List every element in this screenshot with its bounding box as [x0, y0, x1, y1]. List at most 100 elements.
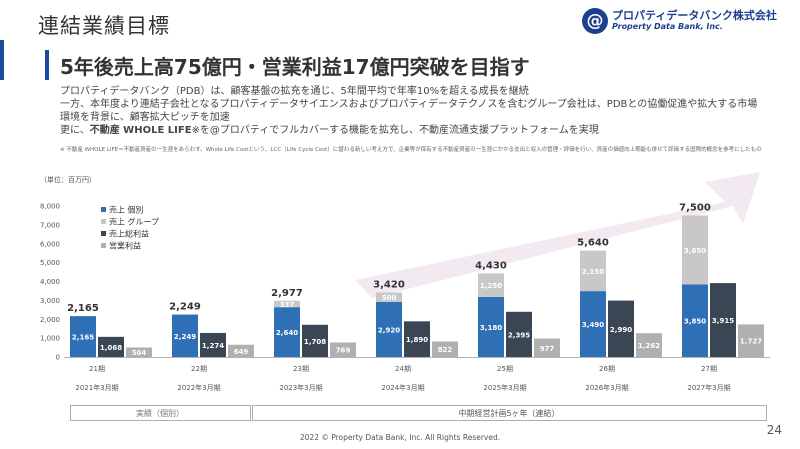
x-category-label: 24期 — [395, 365, 411, 373]
legend-swatch — [101, 231, 106, 236]
headline: 5年後売上高75億円・営業利益17億円突破を目指す — [60, 55, 530, 79]
legend-label: 売上総利益 — [109, 229, 149, 239]
label-revenue-individual: 3,490 — [582, 321, 604, 329]
growth-arrow-icon — [355, 172, 760, 298]
x-category-label: 26期 — [599, 365, 615, 373]
legend-label: 営業利益 — [109, 241, 141, 251]
label-revenue-group: 2,150 — [582, 268, 604, 276]
bar-operating-profit — [228, 344, 254, 357]
period-box-actual — [70, 405, 251, 421]
page-title: 連結業績目標 — [38, 14, 170, 38]
label-total-revenue: 2,249 — [169, 302, 201, 313]
bar-revenue-group — [682, 215, 708, 285]
legend-swatch — [101, 243, 106, 248]
x-subcategory-label: 2026年3月期 — [585, 383, 628, 392]
label-revenue-group: 500 — [382, 294, 397, 302]
bar-operating-profit — [126, 347, 152, 357]
x-subcategory-label: 2027年3月期 — [687, 383, 730, 392]
at-logo-icon: @ — [582, 8, 608, 34]
label-total-revenue: 2,165 — [67, 303, 99, 314]
label-operating-profit: 977 — [540, 345, 555, 353]
logo-name-ja: プロパティデータバンク株式会社 — [612, 9, 777, 22]
x-category-label: 23期 — [293, 365, 309, 373]
bar-revenue-individual — [70, 316, 96, 357]
bar-revenue-group — [274, 300, 300, 308]
bar-revenue-individual — [478, 296, 504, 357]
y-tick-label: 1,000 — [40, 335, 60, 343]
bar-revenue-individual — [682, 284, 708, 357]
bar-operating-profit — [432, 341, 458, 357]
label-operating-profit: 1,727 — [740, 338, 762, 346]
x-subcategory-label: 2025年3月期 — [483, 383, 526, 392]
label-total-revenue: 5,640 — [577, 238, 609, 249]
period-label-plan: 中期経営計画5ヶ年（連結） — [458, 408, 559, 418]
x-subcategory-label: 2024年3月期 — [381, 383, 424, 392]
bar-revenue-individual — [580, 291, 606, 357]
legend-swatch — [101, 219, 106, 224]
logo-name-en: Property Data Bank, Inc. — [612, 22, 723, 31]
label-revenue-group: 337 — [280, 301, 295, 309]
legend-swatch — [101, 207, 106, 212]
page-number: 24 — [766, 423, 782, 437]
y-tick-label: 2,000 — [40, 316, 60, 324]
bar-revenue-individual — [274, 307, 300, 357]
label-gross-profit: 3,915 — [712, 317, 734, 325]
label-total-revenue: 3,420 — [373, 279, 405, 290]
y-tick-label: 7,000 — [40, 221, 60, 229]
bar-operating-profit — [738, 324, 764, 357]
x-category-label: 27期 — [701, 365, 717, 373]
bar-gross-profit — [98, 336, 124, 357]
bar-gross-profit — [404, 321, 430, 357]
label-revenue-group: 3,650 — [684, 247, 706, 255]
label-revenue-individual: 2,920 — [378, 326, 400, 334]
bar-revenue-group — [478, 273, 504, 297]
desc-line-2: 一方、本年度より連結子会社となるプロパティデータサイエンスおよびプロパティデータ… — [60, 99, 758, 123]
label-operating-profit: 649 — [234, 348, 249, 356]
label-gross-profit: 1,890 — [406, 336, 428, 344]
label-operating-profit: 822 — [438, 346, 453, 354]
x-subcategory-label: 2022年3月期 — [177, 383, 220, 392]
label-operating-profit: 1,262 — [638, 342, 660, 350]
x-category-label: 21期 — [89, 365, 105, 373]
period-label-actual: 実績（個別） — [136, 408, 184, 418]
label-gross-profit: 1,708 — [304, 338, 326, 346]
footnote: ※ 不動産 WHOLE LIFE＝不動産資産の一生涯をあらわす。Whole Li… — [60, 147, 762, 153]
label-total-revenue: 4,430 — [475, 260, 507, 271]
x-subcategory-label: 2021年3月期 — [75, 383, 118, 392]
bar-gross-profit — [608, 300, 634, 357]
x-category-label: 22期 — [191, 365, 207, 373]
label-gross-profit: 1,274 — [202, 342, 224, 350]
bar-gross-profit — [710, 283, 736, 357]
desc-line-3-a: 更に、 — [60, 125, 90, 136]
headline-accent-bar — [45, 50, 49, 80]
copyright: 2022 © Property Data Bank, Inc. All Righ… — [299, 433, 501, 442]
label-operating-profit: 769 — [336, 347, 351, 355]
label-operating-profit: 504 — [132, 349, 147, 357]
label-gross-profit: 2,990 — [610, 326, 632, 334]
bar-gross-profit — [302, 324, 328, 357]
label-gross-profit: 1,068 — [100, 344, 122, 352]
y-tick-label: 3,000 — [40, 297, 60, 305]
y-tick-label: 5,000 — [40, 259, 60, 267]
desc-line-1: プロパティデータバンク（PDB）は、顧客基盤の拡充を通じ、5年間平均で年率10%… — [60, 86, 529, 97]
label-total-revenue: 2,977 — [271, 288, 303, 299]
bar-revenue-group — [580, 250, 606, 292]
legend-label: 売上 個別 — [109, 205, 144, 215]
y-tick-label: 6,000 — [40, 240, 60, 248]
desc-line-3: 更に、不動産 WHOLE LIFE※を@プロパティでフルカバーする機能を拡充し、… — [60, 124, 760, 137]
x-category-label: 25期 — [497, 365, 513, 373]
period-box-plan — [252, 405, 767, 421]
y-tick-label: 0 — [56, 354, 60, 362]
bar-operating-profit — [330, 342, 356, 357]
y-tick-label: 8,000 — [40, 203, 60, 211]
bar-revenue-individual — [172, 314, 198, 357]
desc-line-3-b: ※を@プロパティでフルカバーする機能を拡充し、不動産流通支援プラットフォームを実… — [191, 125, 599, 136]
label-revenue-individual: 2,640 — [276, 329, 298, 337]
label-gross-profit: 2,395 — [508, 331, 530, 339]
bar-operating-profit — [636, 333, 662, 357]
legend-label: 売上 グループ — [109, 217, 159, 227]
x-subcategory-label: 2023年3月期 — [279, 383, 322, 392]
description: プロパティデータバンク（PDB）は、顧客基盤の拡充を通じ、5年間平均で年率10%… — [60, 85, 760, 137]
label-revenue-group: 1,250 — [480, 282, 502, 290]
